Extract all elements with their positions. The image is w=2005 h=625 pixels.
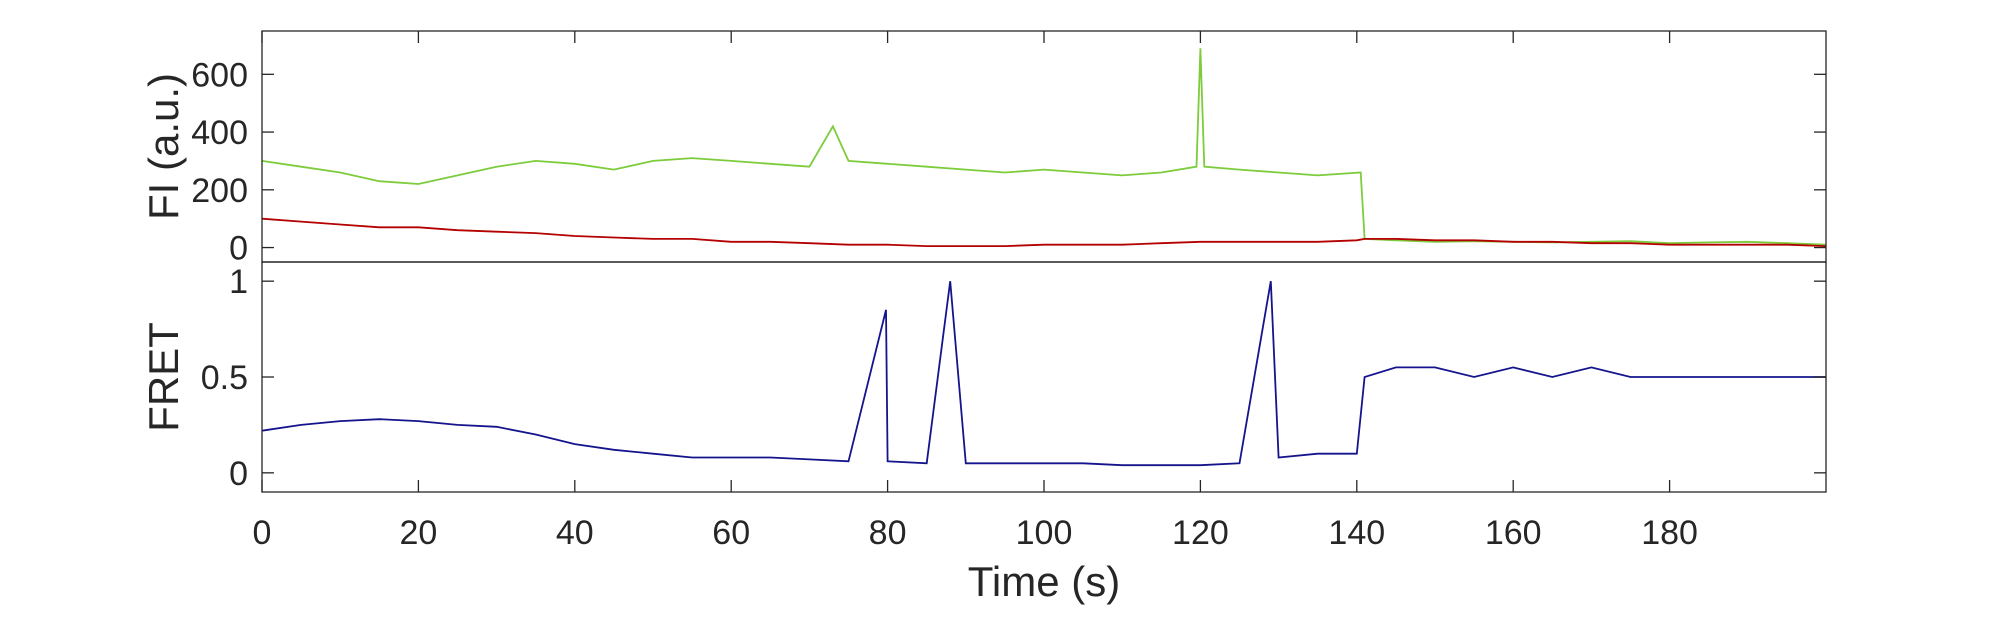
y-tick-label: 400 [191, 114, 248, 152]
x-tick-label: 80 [869, 514, 907, 552]
x-tick-label: 120 [1172, 514, 1229, 552]
series-line-0-0 [261, 48, 1827, 246]
x-tick-label: 40 [556, 514, 594, 552]
time-x-axis-label: Time (s) [968, 558, 1120, 605]
x-tick-label: 160 [1485, 514, 1542, 552]
x-tick-label: 140 [1328, 514, 1385, 552]
y-tick-label: 200 [191, 172, 248, 210]
fret-trace [261, 281, 1826, 467]
y-tick-label: 600 [191, 56, 248, 94]
fret-y-ticks: 00.51 [201, 263, 1826, 493]
fluorescence-traces [261, 48, 1827, 248]
x-tick-label: 60 [712, 514, 750, 552]
fluorescence-panel: 0 200 400 600 FI (a.u.) [140, 30, 1827, 268]
fret-axes-frame [261, 261, 1827, 493]
x-tick-label: 180 [1641, 514, 1698, 552]
y-tick-label: 1 [229, 263, 248, 301]
fret-panel: 00.51 0 20 40 60 80 100 120 140 160 180 FRET Time… [140, 31, 1827, 605]
fluorescence-y-ticks: 0 200 400 600 [191, 56, 1826, 268]
y-tick-label: 0.5 [201, 359, 248, 397]
series-line-1-0 [261, 281, 1826, 467]
y-tick-label: 0 [229, 455, 248, 493]
x-tick-label: 20 [399, 514, 437, 552]
x-tick-label: 100 [1016, 514, 1073, 552]
x-tick-label: 0 [253, 514, 272, 552]
time-x-ticks: 0 20 40 60 80 100 120 140 160 180 [253, 31, 1698, 552]
y-tick-label: 0 [229, 230, 248, 268]
series-line-0-1 [261, 217, 1827, 248]
fluorescence-y-axis-label: FI (a.u.) [140, 73, 187, 220]
fret-y-axis-label: FRET [140, 322, 187, 432]
fluorescence-axes-frame [261, 30, 1827, 263]
